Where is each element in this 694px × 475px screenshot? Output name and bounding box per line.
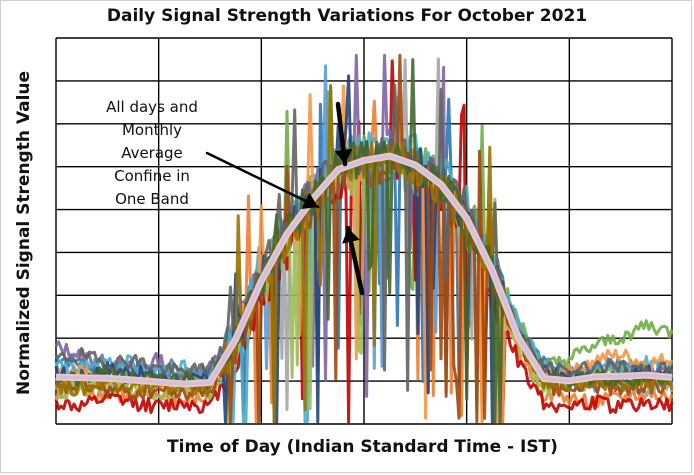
- annotation-group: All days and Monthly Average Confine in One …: [106, 98, 365, 296]
- series-line: [55, 58, 674, 424]
- series-lines: [54, 53, 674, 424]
- average-line-core: [55, 154, 673, 386]
- annotation-arrow-head: [301, 192, 318, 209]
- annotation-text-line: Monthly: [122, 121, 182, 139]
- annotation-arrow-head: [334, 149, 353, 164]
- annotation-arrow-head: [342, 228, 360, 244]
- x-axis-label: Time of Day (Indian Standard Time - IST): [167, 437, 558, 457]
- series-line: [56, 84, 674, 424]
- annotation-text-line: All days and: [106, 98, 198, 116]
- annotation-text-line: One Band: [115, 190, 189, 208]
- annotation-arrow-shaft: [205, 151, 320, 209]
- annotation-text-line: Confine in: [114, 167, 190, 185]
- annotation-text-line: Average: [121, 144, 183, 162]
- chart-title: Daily Signal Strength Variations For Oct…: [106, 6, 588, 26]
